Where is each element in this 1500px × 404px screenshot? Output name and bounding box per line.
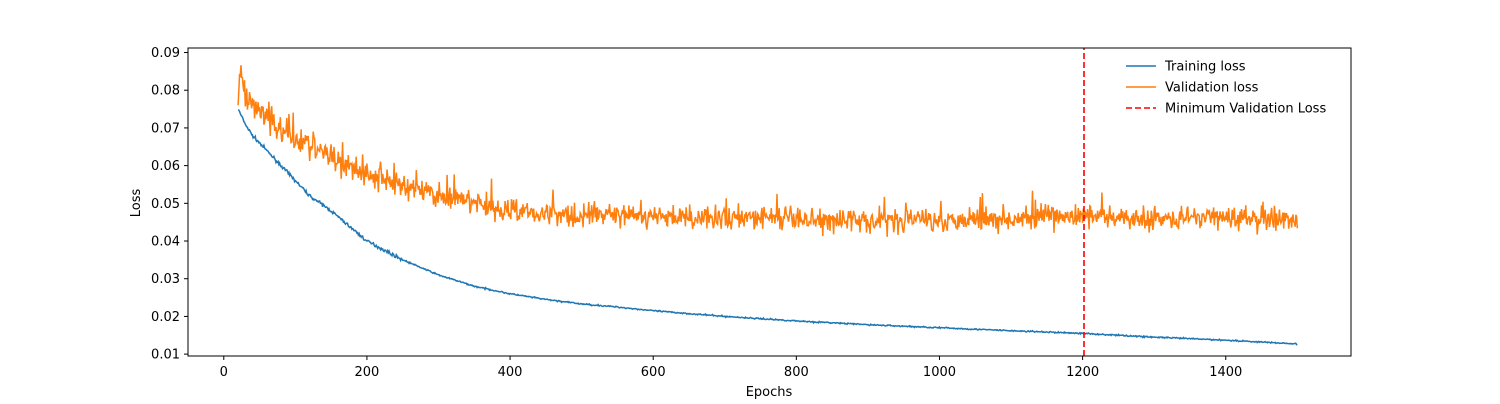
legend-label-2: Validation loss: [1165, 81, 1259, 96]
y-tick-label: 0.09: [151, 46, 180, 61]
y-tick-label: 0.05: [151, 197, 180, 212]
y-tick-label: 0.06: [151, 159, 180, 174]
y-axis-label: Loss: [129, 189, 144, 218]
series-line-1: [237, 109, 1298, 346]
legend-label-1: Training loss: [1164, 60, 1246, 75]
x-tick-label: 200: [355, 365, 380, 380]
y-tick-label: 0.02: [151, 310, 180, 325]
x-tick-label: 1200: [1066, 365, 1099, 380]
x-tick-label: 400: [498, 365, 523, 380]
legend-label-3: Minimum Validation Loss: [1165, 102, 1326, 117]
x-tick-label: 600: [641, 365, 666, 380]
x-axis-label: Epochs: [746, 385, 793, 400]
y-tick-label: 0.03: [151, 272, 180, 287]
plot-area: [237, 48, 1299, 356]
x-tick-label: 0: [220, 365, 228, 380]
x-tick-label: 1400: [1209, 365, 1242, 380]
y-tick-label: 0.04: [151, 235, 180, 250]
y-tick-label: 0.08: [151, 84, 180, 99]
series-line-2: [237, 65, 1299, 237]
x-tick-label: 1000: [923, 365, 956, 380]
y-tick-label: 0.01: [151, 348, 180, 363]
y-tick-label: 0.07: [151, 121, 180, 136]
x-tick-label: 800: [784, 365, 809, 380]
axis-ticks: 0 200 400 600 800 1000 1200 1400 0.01 0.02 0.03 0.0…: [151, 46, 1242, 380]
axes-frame: [187, 47, 1352, 357]
legend: Training loss Validation loss Minimum Vali…: [1126, 60, 1326, 117]
